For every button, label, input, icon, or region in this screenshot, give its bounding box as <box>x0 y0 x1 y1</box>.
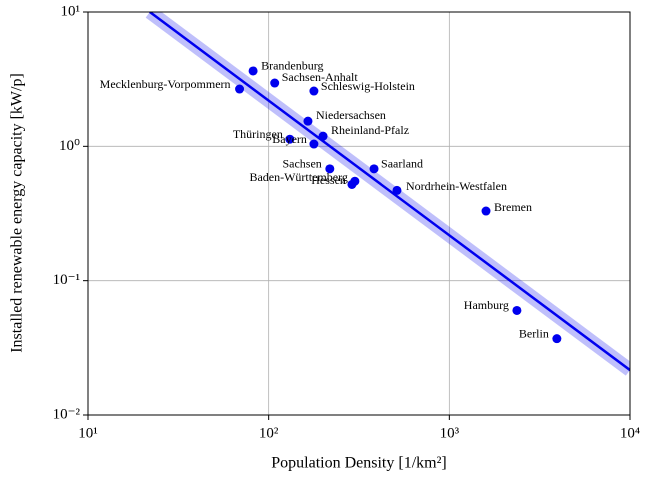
y-tick-label: 10⁻² <box>53 406 81 422</box>
point <box>392 185 402 195</box>
point <box>552 334 562 344</box>
point <box>285 134 295 144</box>
point <box>235 84 245 94</box>
point-label: Schleswig-Holstein <box>321 79 415 93</box>
point <box>325 164 335 174</box>
point-label: Hamburg <box>464 298 509 312</box>
point-label: Rheinland-Pfalz <box>331 123 409 137</box>
point-label: Saarland <box>381 157 423 171</box>
point-label: Thüringen <box>233 127 283 141</box>
point-label: Brandenburg <box>261 59 323 73</box>
x-tick-label: 10² <box>259 425 279 441</box>
y-tick-label: 10⁰ <box>59 138 80 154</box>
point-label: Berlin <box>519 326 549 340</box>
point <box>248 66 258 76</box>
point <box>309 139 319 149</box>
x-axis-label: Population Density [1/km²] <box>271 455 446 472</box>
point-label: Bremen <box>494 200 532 214</box>
point <box>347 179 357 189</box>
y-axis-label: Installed renewable energy capacity [kW/… <box>9 73 26 353</box>
point <box>369 164 379 174</box>
point-label: Mecklenburg-Vorpommern <box>100 77 231 91</box>
point <box>512 305 522 315</box>
point <box>270 78 280 88</box>
x-tick-label: 10¹ <box>78 425 98 441</box>
point <box>303 116 313 126</box>
point-label: Nordrhein-Westfalen <box>406 179 507 193</box>
point-label: Baden-Württemberg <box>249 170 347 184</box>
x-tick-label: 10⁴ <box>620 425 640 441</box>
y-tick-label: 10¹ <box>61 3 81 19</box>
plot-frame <box>87 11 631 416</box>
x-tick-label: 10³ <box>440 425 460 441</box>
point-label: Bayern <box>272 132 307 146</box>
fit-line <box>149 12 630 372</box>
point-label: Sachsen-Anhalt <box>282 70 359 84</box>
point <box>481 206 491 216</box>
point-label: Sachsen <box>282 157 321 171</box>
y-tick-label: 10⁻¹ <box>53 272 80 288</box>
point <box>309 86 319 96</box>
point-label: Hessen <box>311 173 346 187</box>
point-label: Niedersachsen <box>316 108 386 122</box>
